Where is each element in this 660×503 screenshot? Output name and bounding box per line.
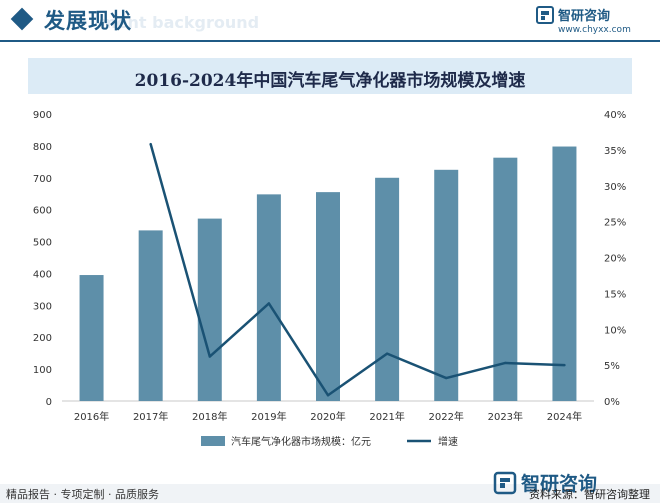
- growth-point: [445, 376, 448, 380]
- y-right-tick-label: 10%: [604, 325, 626, 336]
- y-right-tick-label: 25%: [604, 218, 626, 229]
- legend-swatch-bar: [201, 436, 225, 446]
- x-tick-label: 2021年: [369, 410, 404, 423]
- growth-point: [149, 142, 152, 146]
- growth-point: [563, 363, 566, 367]
- footer-tagline: 精品报告 · 专项定制 · 品质服务: [6, 488, 159, 501]
- y-right-tick-label: 15%: [604, 289, 626, 300]
- x-tick-label: 2023年: [488, 410, 523, 423]
- bar: [316, 192, 340, 401]
- growth-line: [149, 143, 565, 397]
- bar: [552, 146, 577, 401]
- y-right-tick-label: 35%: [604, 146, 626, 157]
- y-left-tick-label: 500: [33, 238, 52, 249]
- x-tick-label: 2017年: [133, 410, 168, 423]
- x-tick-label: 2016年: [74, 410, 109, 423]
- footer-source: 资料来源：智研咨询整理: [529, 488, 650, 501]
- y-left-tick-label: 300: [33, 301, 52, 312]
- bar: [375, 177, 400, 401]
- brand-url: www.chyxx.com: [558, 25, 631, 35]
- y-right-tick-label: 20%: [604, 254, 626, 265]
- watermark-logo: 智研咨询: [493, 471, 597, 495]
- y-left-tick-label: 200: [33, 333, 52, 344]
- bar: [138, 230, 163, 401]
- bar: [197, 218, 222, 401]
- y-right-tick-label: 30%: [604, 182, 626, 193]
- growth-point: [326, 394, 330, 397]
- y-right-tick-label: 5%: [604, 361, 620, 372]
- brand-name: 智研咨询: [558, 9, 611, 24]
- x-tick-label: 2020年: [310, 410, 345, 423]
- y-right-tick-label: 40%: [604, 110, 626, 121]
- chart-title-bar: 2016-2024年中国汽车尾气净化器市场规模及增速: [28, 58, 632, 94]
- y-left-tick-label: 800: [33, 142, 52, 153]
- bar: [256, 194, 281, 401]
- x-tick-label: 2018年: [192, 410, 227, 423]
- growth-point: [208, 355, 211, 358]
- x-tick-label: 2024年: [547, 410, 582, 423]
- header-divider: [0, 40, 660, 42]
- y-right-tick-label: 0%: [604, 397, 620, 408]
- footer-logo-text: 智研咨询: [521, 472, 597, 495]
- y-left-tick-label: 900: [33, 110, 52, 121]
- header-ghost-text: ment background: [100, 13, 260, 32]
- footer: 精品报告 · 专项定制 · 品质服务 智研咨询 资料来源：智研咨询整理: [0, 468, 660, 503]
- bar: [79, 275, 104, 401]
- growth-point: [385, 352, 389, 355]
- y-left-tick-label: 700: [33, 174, 52, 185]
- chart-title: 2016-2024年中国汽车尾气净化器市场规模及增速: [134, 71, 526, 91]
- combo-chart: 0 100 200 300 400 500 600 700 800 900 0% 5% 10% 15% 20…: [33, 110, 626, 448]
- y-left-tick-label: 600: [33, 206, 52, 217]
- bar: [493, 157, 518, 401]
- y-left-tick-label: 0: [46, 397, 52, 408]
- brand: 智研咨询 www.chyxx.com: [536, 5, 646, 39]
- growth-point: [504, 361, 507, 365]
- y-left-tick-label: 100: [33, 365, 52, 376]
- brand-logo-icon: [536, 6, 554, 24]
- growth-point: [267, 302, 271, 305]
- section-title: 发展现状: [44, 9, 132, 33]
- y-left-tick-label: 400: [33, 269, 52, 280]
- bar: [434, 169, 459, 401]
- x-tick-label: 2019年: [251, 410, 286, 423]
- legend-label-line: 增速: [438, 435, 458, 448]
- x-tick-label: 2022年: [428, 410, 463, 423]
- section-header: ment background 发展现状 智研咨询 www.chyxx.com: [0, 0, 660, 44]
- diamond-icon: [10, 7, 34, 31]
- legend-label-bar: 汽车尾气净化器市场规模：亿元: [231, 435, 371, 448]
